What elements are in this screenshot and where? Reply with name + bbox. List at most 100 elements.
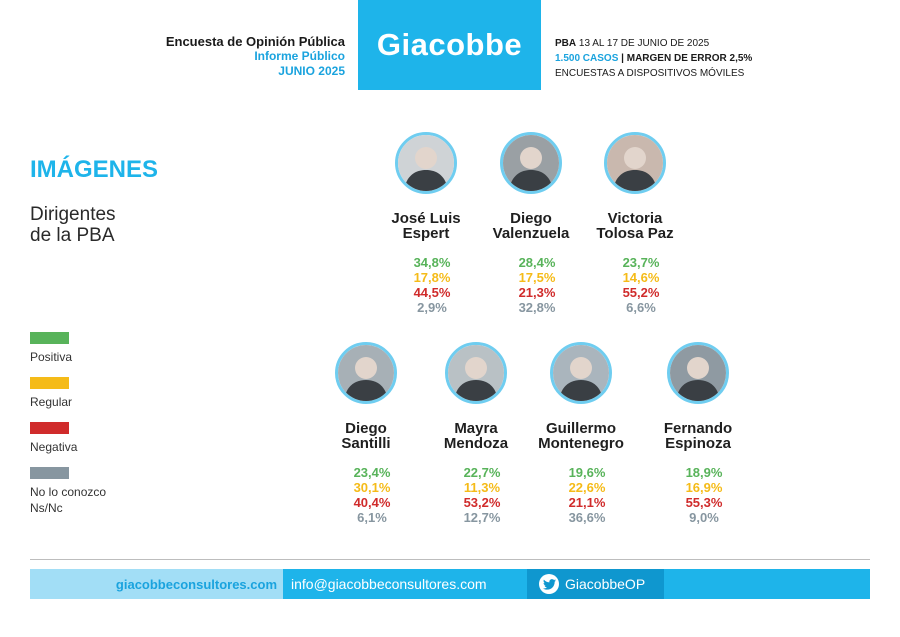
candidate-card: Victoria Tolosa Paz 23,7% 14,6% 55,2% 6,6% xyxy=(565,132,705,315)
legend-item-regular: Regular xyxy=(30,377,72,410)
stat-negative: 40,4% xyxy=(353,495,391,510)
stat-unknown: 36,6% xyxy=(568,510,606,525)
legend-label: Regular xyxy=(30,395,73,409)
subtitle: Dirigentes de la PBA xyxy=(30,204,190,246)
stat-unknown: 6,6% xyxy=(626,300,656,315)
stat-positive: 18,9% xyxy=(685,465,723,480)
candidate-stats: 34,8% 17,8% 44,5% 2,9% xyxy=(356,255,496,315)
candidate-photo xyxy=(604,132,666,194)
candidate-card: José Luis Espert 34,8% 17,8% 44,5% 2,9% xyxy=(356,132,496,315)
candidate-stats: 28,4% 17,5% 21,3% 32,8% xyxy=(461,255,601,315)
legend-item-unknown: No lo conozco Ns/Nc xyxy=(30,467,106,516)
stat-regular: 30,1% xyxy=(353,480,391,495)
stat-regular: 17,8% xyxy=(413,270,451,285)
footer-filler xyxy=(664,569,870,599)
margin-text: MARGEN DE ERROR 2,5% xyxy=(626,53,753,64)
legend-swatch xyxy=(30,377,69,389)
candidate-last-name: Espinoza xyxy=(665,435,731,452)
candidate-last-name: Mendoza xyxy=(443,435,509,452)
candidate-first-name: José Luis xyxy=(391,210,461,227)
candidate-photo xyxy=(395,132,457,194)
person-icon xyxy=(338,345,394,401)
legend-item-positive: Positiva xyxy=(30,332,72,365)
stat-regular: 11,3% xyxy=(463,480,501,495)
email-link[interactable]: info@giacobbeconsultores.com xyxy=(283,569,527,599)
candidate-first-name: Fernando xyxy=(663,420,733,437)
survey-sample: 1.500 CASOS | MARGEN DE ERROR 2,5% xyxy=(555,51,752,66)
stat-negative: 53,2% xyxy=(463,495,501,510)
report-type: Informe Público xyxy=(254,49,345,63)
dates-text: 13 AL 17 DE JUNIO DE 2025 xyxy=(578,38,710,49)
candidate-last-name: Espert xyxy=(402,225,450,242)
candidate-name: Diego Valenzuela xyxy=(461,211,601,241)
candidate-stats: 19,6% 22,6% 21,1% 36,6% xyxy=(511,465,651,525)
stat-unknown: 9,0% xyxy=(689,510,719,525)
person-icon xyxy=(398,135,454,191)
candidate-photo xyxy=(550,342,612,404)
person-icon xyxy=(553,345,609,401)
candidate-last-name: Santilli xyxy=(341,435,391,452)
survey-title: Encuesta de Opinión Pública xyxy=(165,34,345,49)
candidate-name: José Luis Espert xyxy=(356,211,496,241)
survey-dates: PBA 13 AL 17 DE JUNIO DE 2025 xyxy=(555,36,752,51)
candidate-card: Mayra Mendoza 22,7% 11,3% 53,2% 12,7% xyxy=(406,342,546,525)
candidate-last-name: Montenegro xyxy=(538,435,624,452)
stat-unknown: 6,1% xyxy=(357,510,387,525)
legend-swatch xyxy=(30,332,69,344)
candidate-name: Diego Santilli xyxy=(296,421,436,451)
stat-unknown: 32,8% xyxy=(518,300,556,315)
candidate-card: Fernando Espinoza 18,9% 16,9% 55,3% 9,0% xyxy=(628,342,768,525)
stat-unknown: 2,9% xyxy=(417,300,447,315)
candidate-name: Fernando Espinoza xyxy=(628,421,768,451)
candidate-first-name: Victoria xyxy=(607,210,663,227)
sample-separator: | xyxy=(621,53,624,64)
legend-swatch xyxy=(30,467,69,479)
website-link[interactable]: giacobbeconsultores.com xyxy=(30,569,283,599)
stat-negative: 55,3% xyxy=(685,495,723,510)
candidate-photo xyxy=(500,132,562,194)
brand-logo: Giacobbe xyxy=(358,0,541,90)
stat-negative: 44,5% xyxy=(413,285,451,300)
header-right: PBA 13 AL 17 DE JUNIO DE 2025 1.500 CASO… xyxy=(555,36,752,81)
candidate-card: Guillermo Montenegro 19,6% 22,6% 21,1% 36,6% xyxy=(511,342,651,525)
twitter-link[interactable]: GiacobbeOP xyxy=(527,569,664,599)
method-text: ENCUESTAS A DISPOSITIVOS MÓVILES xyxy=(555,68,745,79)
candidate-name: Victoria Tolosa Paz xyxy=(565,211,705,241)
stat-positive: 28,4% xyxy=(518,255,556,270)
candidate-photo xyxy=(445,342,507,404)
report-month: JUNIO 2025 xyxy=(278,64,345,78)
stat-positive: 34,8% xyxy=(413,255,451,270)
subtitle-line-2: de la PBA xyxy=(30,225,115,246)
subtitle-line-1: Dirigentes xyxy=(30,204,116,225)
legend-item-negative: Negativa xyxy=(30,422,77,455)
section-title: IMÁGENES xyxy=(30,156,159,183)
candidate-first-name: Diego xyxy=(510,210,552,227)
stat-positive: 23,4% xyxy=(353,465,391,480)
candidate-photo xyxy=(667,342,729,404)
candidate-stats: 23,4% 30,1% 40,4% 6,1% xyxy=(296,465,436,525)
candidate-stats: 23,7% 14,6% 55,2% 6,6% xyxy=(565,255,705,315)
stat-positive: 23,7% xyxy=(622,255,660,270)
header-left: Encuesta de Opinión Pública Informe Públ… xyxy=(166,34,345,79)
stat-regular: 14,6% xyxy=(622,270,660,285)
candidate-last-name: Tolosa Paz xyxy=(596,225,674,242)
cases-text: 1.500 CASOS xyxy=(555,53,619,64)
stat-positive: 19,6% xyxy=(568,465,606,480)
candidate-stats: 18,9% 16,9% 55,3% 9,0% xyxy=(628,465,768,525)
legend-label: Positiva xyxy=(30,350,73,364)
candidate-first-name: Guillermo xyxy=(545,420,616,437)
person-icon xyxy=(670,345,726,401)
candidate-first-name: Mayra xyxy=(454,420,498,437)
stat-positive: 22,7% xyxy=(463,465,501,480)
stat-regular: 17,5% xyxy=(518,270,556,285)
person-icon xyxy=(503,135,559,191)
candidate-first-name: Diego xyxy=(345,420,387,437)
stat-negative: 21,1% xyxy=(568,495,606,510)
person-icon xyxy=(448,345,504,401)
stat-regular: 22,6% xyxy=(568,480,606,495)
candidate-card: Diego Santilli 23,4% 30,1% 40,4% 6,1% xyxy=(296,342,436,525)
legend-label: Negativa xyxy=(30,440,78,454)
stat-negative: 21,3% xyxy=(518,285,556,300)
twitter-handle: GiacobbeOP xyxy=(565,576,646,592)
twitter-icon xyxy=(539,574,559,594)
